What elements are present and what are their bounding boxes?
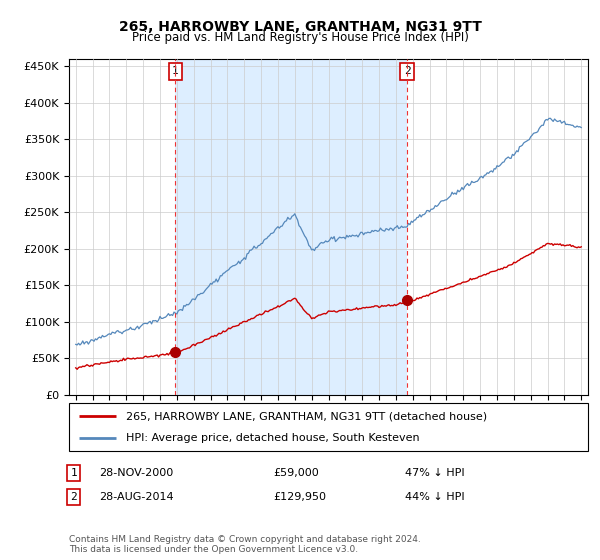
Text: 265, HARROWBY LANE, GRANTHAM, NG31 9TT (detached house): 265, HARROWBY LANE, GRANTHAM, NG31 9TT (…: [126, 411, 487, 421]
Text: 1: 1: [70, 468, 77, 478]
Text: £59,000: £59,000: [273, 468, 319, 478]
Text: 44% ↓ HPI: 44% ↓ HPI: [405, 492, 464, 502]
Text: 47% ↓ HPI: 47% ↓ HPI: [405, 468, 464, 478]
Text: 2: 2: [70, 492, 77, 502]
Text: Contains HM Land Registry data © Crown copyright and database right 2024.
This d: Contains HM Land Registry data © Crown c…: [69, 535, 421, 554]
Text: 28-AUG-2014: 28-AUG-2014: [99, 492, 173, 502]
Text: 1: 1: [172, 66, 179, 76]
Text: 265, HARROWBY LANE, GRANTHAM, NG31 9TT: 265, HARROWBY LANE, GRANTHAM, NG31 9TT: [119, 20, 481, 34]
Text: £129,950: £129,950: [273, 492, 326, 502]
Text: 2: 2: [404, 66, 410, 76]
Text: HPI: Average price, detached house, South Kesteven: HPI: Average price, detached house, Sout…: [126, 433, 420, 443]
Text: 28-NOV-2000: 28-NOV-2000: [99, 468, 173, 478]
Bar: [175, 59, 407, 395]
Text: Price paid vs. HM Land Registry's House Price Index (HPI): Price paid vs. HM Land Registry's House …: [131, 31, 469, 44]
